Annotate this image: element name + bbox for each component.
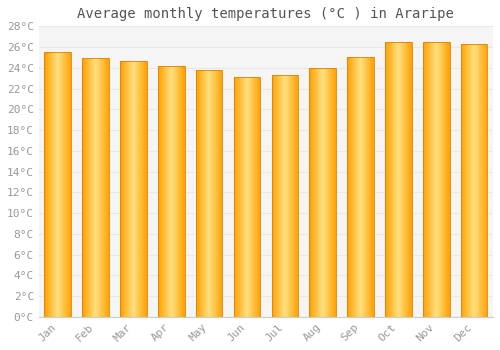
Bar — [196, 70, 222, 317]
Bar — [158, 66, 184, 317]
Bar — [385, 42, 411, 317]
Bar — [44, 52, 71, 317]
Bar — [423, 42, 450, 317]
Bar — [348, 57, 374, 317]
Bar — [272, 75, 298, 317]
Bar — [120, 61, 146, 317]
Bar — [461, 44, 487, 317]
Bar — [234, 77, 260, 317]
Bar — [82, 58, 109, 317]
Bar — [310, 68, 336, 317]
Title: Average monthly temperatures (°C ) in Araripe: Average monthly temperatures (°C ) in Ar… — [78, 7, 454, 21]
